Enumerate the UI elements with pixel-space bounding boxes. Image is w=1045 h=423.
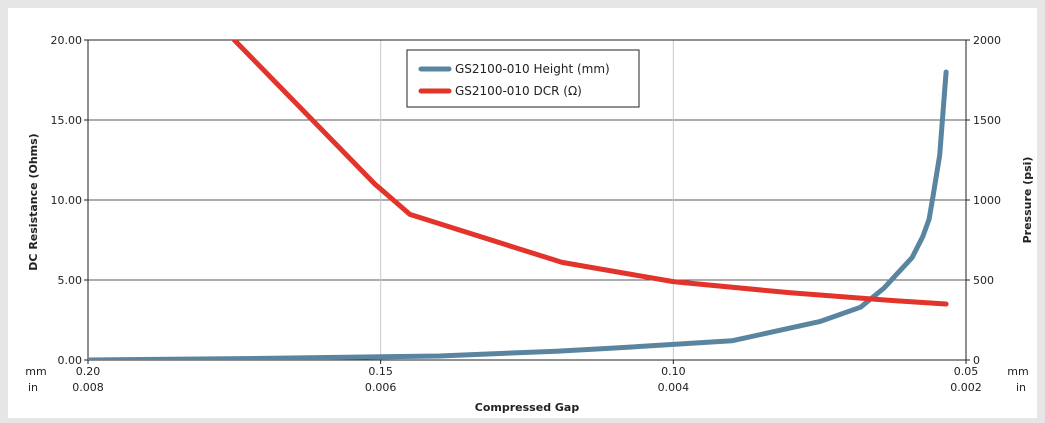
x-tick-label-mm: 0.15 (368, 365, 393, 378)
legend-box (406, 49, 640, 108)
x-unit-mm-right: mm (1007, 365, 1028, 378)
x-axis-title: Compressed Gap (475, 401, 580, 414)
x-tick-label-in: 0.004 (658, 381, 690, 394)
y2-axis-title: Pressure (psi) (1021, 157, 1034, 244)
y2-tick-label: 500 (973, 274, 994, 287)
y-axis-title: DC Resistance (Ohms) (27, 133, 40, 270)
x-tick-label-mm: 0.10 (661, 365, 686, 378)
x-tick-label-mm: 0.20 (76, 365, 101, 378)
x-tick-label-in: 0.006 (365, 381, 397, 394)
y2-tick-label: 2000 (973, 34, 1001, 47)
y-tick-label: 20.00 (51, 34, 83, 47)
x-tick-label-in: 0.008 (72, 381, 104, 394)
y2-tick-label: 1500 (973, 114, 1001, 127)
series-line-1 (231, 40, 949, 307)
legend-label: GS2100-010 Height (mm) (455, 62, 610, 76)
x-unit-in-left: in (28, 381, 38, 394)
x-tick-label-in: 0.002 (950, 381, 982, 394)
legend-label: GS2100-010 DCR (Ω) (455, 84, 582, 98)
y-tick-label: 15.00 (51, 114, 83, 127)
y-tick-label: 10.00 (51, 194, 83, 207)
y-tick-label: 0.00 (58, 354, 83, 367)
y2-tick-label: 0 (973, 354, 980, 367)
x-unit-in-right: in (1016, 381, 1026, 394)
x-tick-label-mm: 0.05 (954, 365, 979, 378)
y-tick-label: 5.00 (58, 274, 83, 287)
y2-tick-label: 1000 (973, 194, 1001, 207)
x-unit-mm-left: mm (25, 365, 46, 378)
